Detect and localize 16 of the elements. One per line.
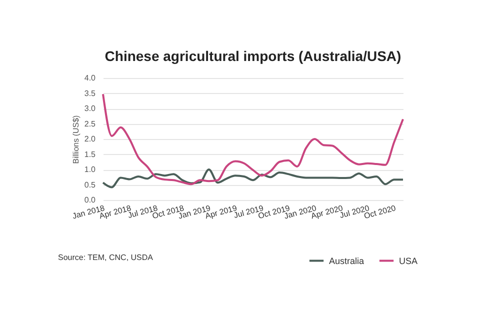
legend-label: USA <box>399 256 418 266</box>
y-tick-label: 1.5 <box>84 150 96 159</box>
chart-title: Chinese agricultural imports (Australia/USA) <box>104 48 402 64</box>
line-series <box>102 93 404 186</box>
source-note: Source: TEM, CNC, USDA <box>58 253 154 262</box>
y-axis-title: Billions (US$) <box>71 114 80 164</box>
y-tick-label: 2.5 <box>84 119 96 128</box>
y-tick-label: 0.5 <box>84 180 96 190</box>
y-tick-label: 1.0 <box>84 165 96 174</box>
y-tick-label: 2.0 <box>84 134 96 144</box>
y-tick-label: 3.5 <box>84 88 96 98</box>
legend-label: Australia <box>329 256 364 266</box>
y-tick-label: 0.0 <box>84 196 96 204</box>
y-tick-label: 4.0 <box>84 74 96 82</box>
y-tick-label: 3.0 <box>84 104 96 113</box>
line-series <box>102 168 404 188</box>
